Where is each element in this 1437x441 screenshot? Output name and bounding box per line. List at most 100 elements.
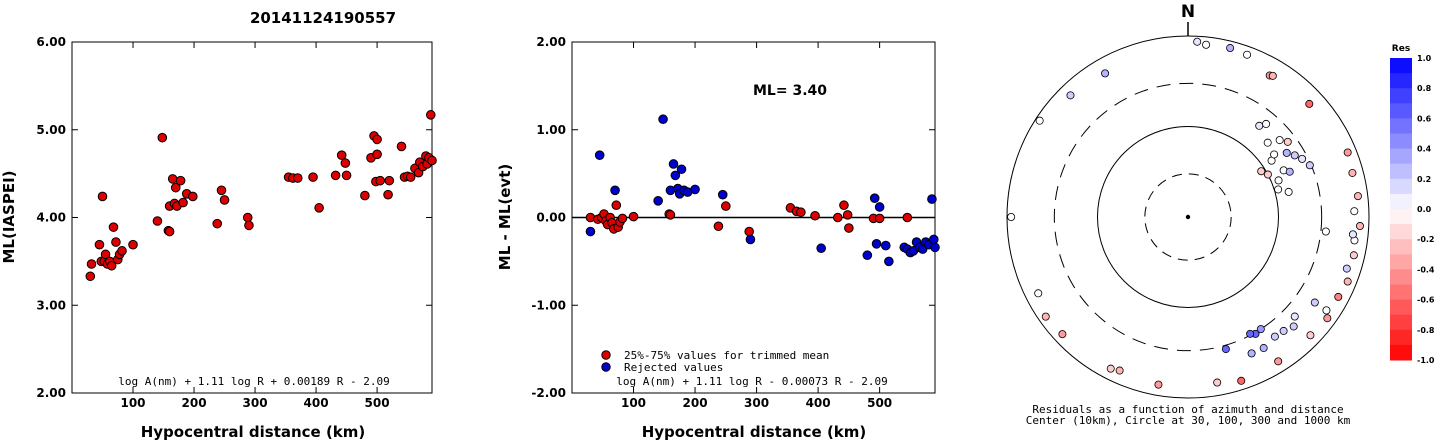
x-tick-label: 500	[365, 396, 390, 410]
data-point	[927, 194, 937, 204]
data-point	[383, 189, 393, 200]
y-tick-label: 5.00	[36, 123, 66, 137]
colorbar-segment	[1390, 148, 1412, 165]
formula-label: log A(nm) + 1.11 log R + 0.00189 R - 2.0…	[118, 375, 390, 388]
station-marker	[1202, 40, 1211, 49]
x-tick-label: 400	[304, 396, 329, 410]
data-point	[212, 218, 223, 229]
colorbar-tick-label: 0.2	[1417, 175, 1431, 184]
data-point	[375, 175, 385, 186]
colorbar-segment	[1390, 193, 1412, 210]
data-point	[372, 134, 382, 145]
north-label: N	[1181, 2, 1195, 22]
station-marker	[1343, 148, 1352, 157]
station-marker	[1322, 306, 1331, 315]
colorbar-segment	[1390, 344, 1412, 361]
station-marker	[1343, 277, 1352, 286]
data-point	[816, 243, 826, 254]
data-point	[628, 211, 639, 222]
data-point	[85, 271, 96, 282]
data-point	[745, 234, 756, 245]
epicenter-dot	[1185, 214, 1191, 220]
station-marker	[1348, 230, 1357, 239]
colorbar-segment	[1390, 209, 1412, 225]
legend-marker-rejected	[601, 362, 611, 372]
data-point	[668, 159, 679, 169]
data-point	[341, 170, 352, 181]
x-axis-label: Hypocentral distance (km)	[141, 423, 366, 441]
station-marker	[1353, 192, 1362, 201]
data-point	[676, 164, 687, 175]
data-point	[842, 210, 853, 220]
data-point	[86, 259, 97, 269]
station-marker	[1101, 69, 1110, 78]
data-point	[167, 174, 178, 184]
data-point	[372, 149, 382, 160]
station-marker	[1262, 119, 1271, 128]
colorbar-segment	[1390, 314, 1412, 331]
data-point	[425, 110, 436, 120]
data-point	[178, 197, 188, 208]
x-tick-label: 300	[744, 396, 769, 410]
data-point	[665, 210, 676, 220]
colorbar-tick-label: 0.0	[1417, 205, 1432, 214]
legend-label-rejected: Rejected values	[624, 361, 723, 374]
colorbar-tick-label: -0.4	[1417, 265, 1435, 274]
colorbar-segment	[1390, 269, 1412, 285]
station-marker	[1310, 298, 1319, 307]
caption-line-2: Center (10km), Circle at 30, 100, 300 an…	[1026, 414, 1351, 427]
colorbar-title: Res	[1392, 44, 1410, 54]
x-axis-label: Hypocentral distance (km)	[642, 423, 867, 441]
colorbar-segment	[1390, 284, 1412, 301]
data-point	[330, 170, 341, 181]
data-point	[690, 184, 700, 195]
colorbar-segment	[1390, 254, 1412, 270]
data-point	[928, 234, 939, 245]
station-marker	[1305, 99, 1314, 108]
y-tick-label: 6.00	[36, 35, 66, 49]
data-point	[111, 237, 121, 247]
colorbar-tick-label: 0.4	[1417, 145, 1432, 154]
data-point	[152, 216, 163, 226]
data-point	[106, 260, 117, 271]
data-point	[880, 240, 891, 251]
data-point	[360, 190, 370, 201]
station-marker	[1270, 332, 1279, 341]
station-marker	[1350, 207, 1359, 216]
y-tick-label: 1.00	[536, 123, 566, 137]
data-point	[902, 212, 913, 223]
colorbar-segment	[1390, 299, 1412, 316]
data-point	[170, 182, 181, 193]
colorbar-segment	[1390, 73, 1412, 89]
ring-300km	[1053, 82, 1323, 352]
ml-vs-distance-chart: ML(IASPEI) Hypocentral distance (km) log…	[0, 35, 437, 441]
station-marker	[1193, 37, 1202, 46]
y-tick-label: 3.00	[36, 298, 66, 312]
ring-30km	[1144, 173, 1232, 261]
station-marker	[1221, 345, 1230, 354]
station-marker	[1255, 121, 1264, 130]
data-point	[340, 158, 351, 168]
data-point	[617, 213, 628, 224]
station-marker	[1348, 168, 1357, 177]
caption-line-1: Residuals as a function of azimuth and d…	[1032, 403, 1343, 416]
station-marker	[1247, 349, 1256, 358]
data-point	[721, 201, 731, 211]
data-point	[874, 213, 885, 224]
residual-vs-distance-chart: ML - ML(evt) Hypocentral distance (km) M…	[496, 35, 940, 441]
y-tick-label: -1.00	[531, 298, 566, 312]
colorbar-segment	[1390, 239, 1412, 255]
station-marker	[1342, 264, 1351, 273]
colorbar-tick-label: -0.8	[1417, 326, 1435, 335]
station-marker	[1274, 357, 1283, 366]
station-marker	[1285, 167, 1294, 176]
colorbar-segment	[1390, 224, 1412, 240]
station-marker	[1279, 326, 1288, 335]
data-point	[128, 239, 138, 250]
station-marker	[1154, 380, 1163, 389]
x-tick-label: 300	[243, 396, 268, 410]
data-point	[653, 196, 663, 206]
x-tick-label: 200	[182, 396, 207, 410]
data-point	[219, 195, 230, 205]
y-tick-label: 2.00	[36, 386, 66, 400]
